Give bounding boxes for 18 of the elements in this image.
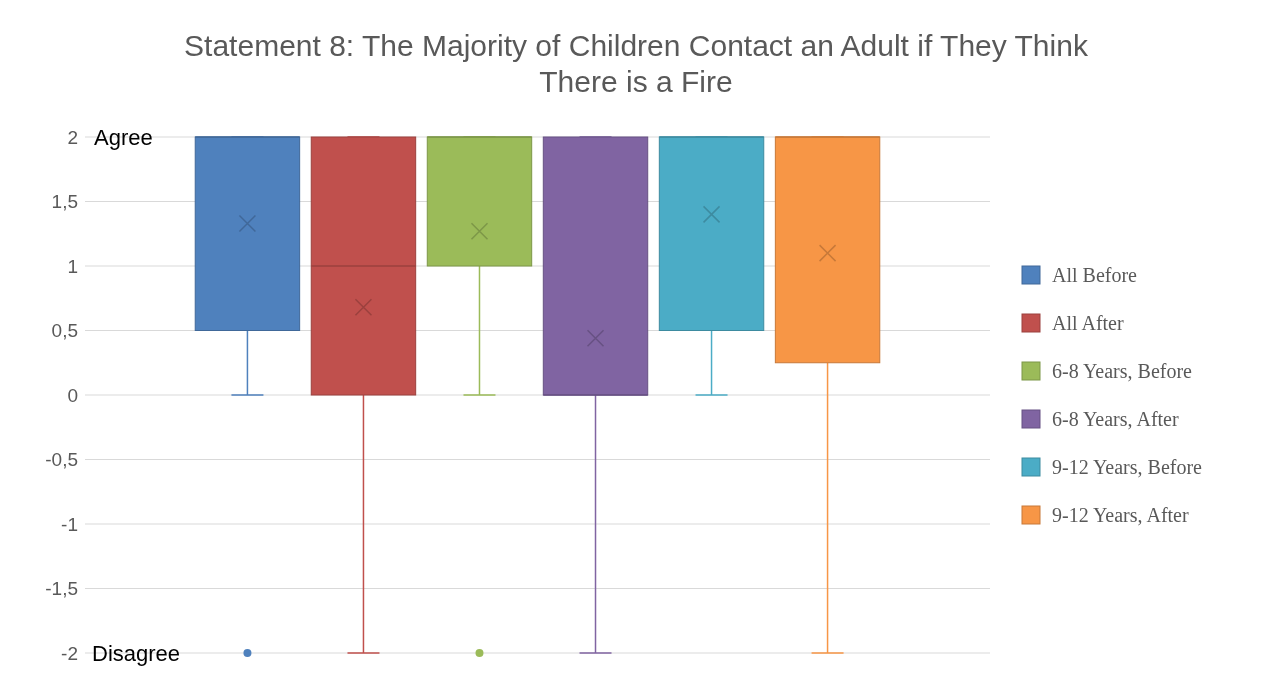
legend-label: 6-8 Years, After (1052, 408, 1179, 430)
y-tick-label: -0,5 (45, 449, 78, 471)
y-tick-label: -1 (61, 513, 78, 535)
y-tick-label: 2 (67, 126, 78, 148)
annotation: Agree (94, 124, 153, 150)
y-tick-label: -2 (61, 642, 78, 664)
legend-label: 9-12 Years, Before (1052, 456, 1203, 478)
legend-label: 6-8 Years, Before (1052, 360, 1193, 382)
y-tick-label: 1,5 (51, 191, 78, 213)
y-tick-label: 1 (67, 255, 78, 277)
y-tick-label: 0 (67, 384, 78, 406)
legend-label: 9-12 Years, After (1052, 504, 1189, 526)
annotation: Disagree (92, 640, 181, 666)
y-tick-label: -1,5 (45, 578, 78, 600)
legend-label: All After (1052, 312, 1124, 334)
legend-label: All Before (1052, 264, 1138, 286)
chart-title: Statement 8: The Majority of Children Contact an Adult if They Think There is a Fire (184, 29, 1089, 98)
y-tick-label: 0,5 (51, 320, 78, 342)
